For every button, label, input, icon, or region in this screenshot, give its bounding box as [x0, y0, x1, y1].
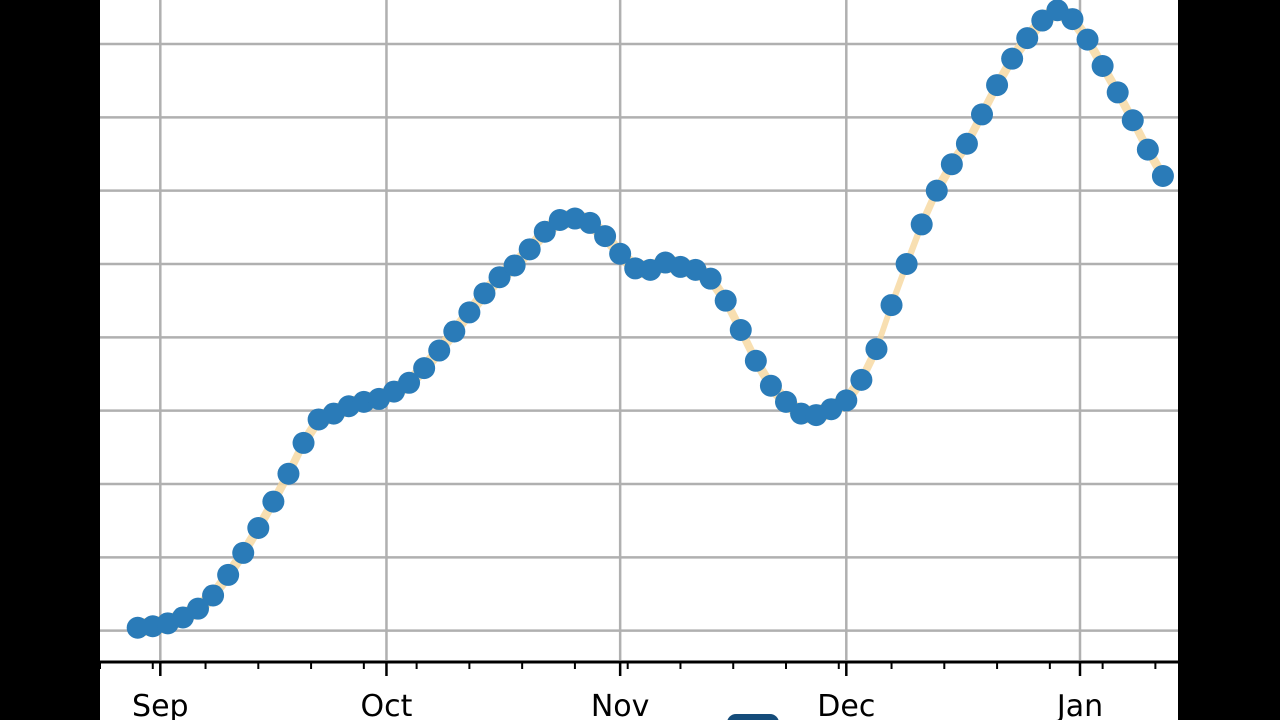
x-tick-label: Oct [361, 689, 413, 720]
data-point [458, 301, 481, 324]
confidence-band [137, 1, 1163, 637]
x-tick-label: Dec [817, 689, 875, 720]
grid-lines [100, 0, 1178, 660]
data-point [895, 253, 918, 275]
data-point [217, 563, 240, 586]
data-point [428, 339, 451, 362]
data-point [232, 541, 255, 564]
data-point [1091, 55, 1114, 77]
data-point [744, 349, 767, 372]
data-point [925, 179, 948, 202]
data-points-group [126, 0, 1174, 639]
legend-swatch [727, 714, 779, 720]
data-point [292, 431, 315, 454]
data-point [1016, 27, 1039, 50]
data-point [1121, 109, 1144, 132]
data-point [940, 153, 963, 176]
data-point [609, 242, 632, 265]
data-point [579, 211, 601, 234]
data-point [971, 103, 993, 126]
data-point [443, 320, 466, 343]
data-point [413, 357, 436, 380]
data-point [488, 266, 511, 289]
legend [727, 714, 779, 720]
data-point [729, 319, 752, 341]
data-point [503, 254, 526, 277]
data-point [398, 371, 421, 394]
data-point [850, 368, 873, 391]
data-point [759, 374, 782, 397]
data-point [1106, 81, 1129, 104]
data-point [1151, 165, 1174, 187]
confidence-band-group [137, 1, 1163, 637]
data-point [699, 267, 722, 290]
data-point [865, 338, 888, 361]
x-axis: Sep Oct Nov Dec Jan [99, 660, 1178, 720]
data-point [1001, 47, 1024, 70]
data-point [187, 597, 209, 620]
data-point [835, 389, 858, 412]
data-point [910, 213, 933, 236]
data-point [880, 294, 903, 317]
data-point [594, 225, 617, 248]
data-point [518, 238, 541, 261]
data-point [473, 282, 496, 305]
data-point [202, 584, 225, 607]
data-point [986, 74, 1009, 97]
data-point [533, 220, 556, 243]
plot-area [100, 0, 1178, 720]
x-tick-label: Sep [132, 689, 189, 720]
x-tick-label: Nov [591, 689, 650, 720]
data-point [262, 490, 285, 513]
data-point [955, 132, 978, 155]
data-point [247, 517, 270, 539]
data-point [1076, 28, 1099, 51]
data-point [277, 462, 300, 485]
data-point [1136, 138, 1159, 161]
data-point [775, 390, 797, 413]
x-tick-label: Jan [1055, 689, 1103, 720]
data-point [1061, 8, 1084, 31]
data-point [714, 289, 737, 312]
